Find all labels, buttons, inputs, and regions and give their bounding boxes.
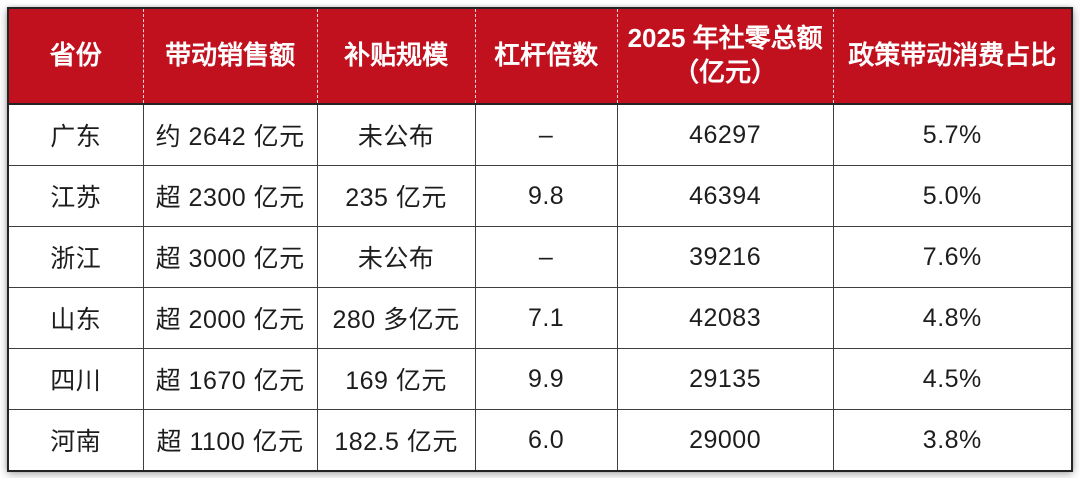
cell-leverage: –: [474, 103, 618, 166]
column-header-retail: 2025 年社零总额 （亿元）: [616, 8, 834, 105]
table-row: 四川超 1670 亿元 169 亿元 9.9 29135 4.5%: [7, 348, 1073, 410]
table-body: 广东约 2642 亿元 未公布 –46297 5.7% 江苏超 2300 亿元 235 亿…: [7, 103, 1073, 472]
cell-province: 山东: [7, 287, 144, 349]
cell-retail: 39216: [616, 226, 834, 288]
column-header-sales: 带动销售额: [142, 8, 318, 105]
cell-province: 河南: [7, 409, 144, 472]
cell-sales: 超 1670 亿元: [142, 348, 318, 410]
table-row: 浙江超 3000 亿元 未公布 –39216 7.6%: [7, 226, 1073, 288]
cell-subsidy: 235 亿元: [316, 165, 476, 227]
cell-retail: 29135: [616, 348, 834, 410]
header-row: 省份 带动销售额 补贴规模 杠杆倍数 2025 年社零总额 （亿元） 政策带动消费占比: [8, 8, 1072, 105]
cell-leverage: 9.8: [474, 165, 618, 227]
cell-sales: 约 2642 亿元: [142, 103, 318, 166]
table-row: 河南超 1100 亿元 182.5 亿元 6.0 29000 3.8%: [7, 409, 1073, 472]
cell-province: 四川: [7, 348, 144, 410]
cell-retail: 42083: [616, 287, 834, 349]
cell-share: 3.8%: [832, 409, 1073, 472]
cell-subsidy: 169 亿元: [316, 348, 476, 410]
table-row: 江苏超 2300 亿元 235 亿元 9.8 46394 5.0%: [7, 165, 1073, 227]
cell-leverage: –: [474, 226, 618, 288]
column-header-share: 政策带动消费占比: [832, 8, 1072, 105]
cell-province: 浙江: [7, 226, 144, 288]
cell-leverage: 6.0: [474, 409, 618, 472]
table-header: 省份 带动销售额 补贴规模 杠杆倍数 2025 年社零总额 （亿元） 政策带动消费占比: [8, 8, 1072, 105]
cell-share: 4.8%: [832, 287, 1073, 349]
cell-subsidy: 未公布: [316, 103, 476, 166]
table-row: 广东约 2642 亿元 未公布 –46297 5.7%: [7, 103, 1073, 166]
column-header-subsidy: 补贴规模: [316, 8, 476, 105]
column-header-province: 省份: [8, 8, 144, 105]
table-row: 山东超 2000 亿元 280 多亿元 7.1 42083 4.8%: [7, 287, 1073, 349]
cell-province: 广东: [7, 103, 144, 166]
cell-subsidy: 280 多亿元: [316, 287, 476, 349]
cell-retail: 46394: [616, 165, 834, 227]
cell-share: 4.5%: [832, 348, 1073, 410]
cell-sales: 超 2000 亿元: [142, 287, 318, 349]
cell-subsidy: 未公布: [316, 226, 476, 288]
cell-share: 7.6%: [832, 226, 1073, 288]
column-header-leverage: 杠杆倍数: [474, 8, 618, 105]
cell-retail: 46297: [616, 103, 834, 166]
cell-subsidy: 182.5 亿元: [316, 409, 476, 472]
cell-leverage: 9.9: [474, 348, 618, 410]
cell-sales: 超 1100 亿元: [142, 409, 318, 472]
cell-sales: 超 2300 亿元: [142, 165, 318, 227]
cell-province: 江苏: [7, 165, 144, 227]
subsidy-policy-table-card: 省份 带动销售额 补贴规模 杠杆倍数 2025 年社零总额 （亿元） 政策带动消费占比 广东…: [7, 7, 1073, 472]
cell-retail: 29000: [616, 409, 834, 472]
cell-sales: 超 3000 亿元: [142, 226, 318, 288]
cell-share: 5.0%: [832, 165, 1073, 227]
cell-leverage: 7.1: [474, 287, 618, 349]
cell-share: 5.7%: [832, 103, 1073, 166]
province-subsidy-table: 省份 带动销售额 补贴规模 杠杆倍数 2025 年社零总额 （亿元） 政策带动消费占比 广东…: [7, 7, 1073, 472]
